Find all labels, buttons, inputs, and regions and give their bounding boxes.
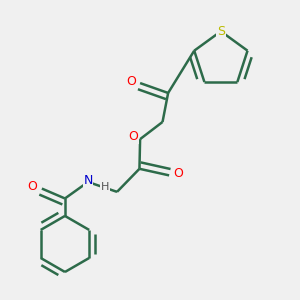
Text: O: O xyxy=(28,180,38,194)
Text: O: O xyxy=(173,167,183,180)
Text: O: O xyxy=(126,75,136,88)
Text: N: N xyxy=(83,174,93,187)
Text: O: O xyxy=(129,130,139,143)
Text: H: H xyxy=(101,182,110,192)
Text: S: S xyxy=(217,25,225,38)
